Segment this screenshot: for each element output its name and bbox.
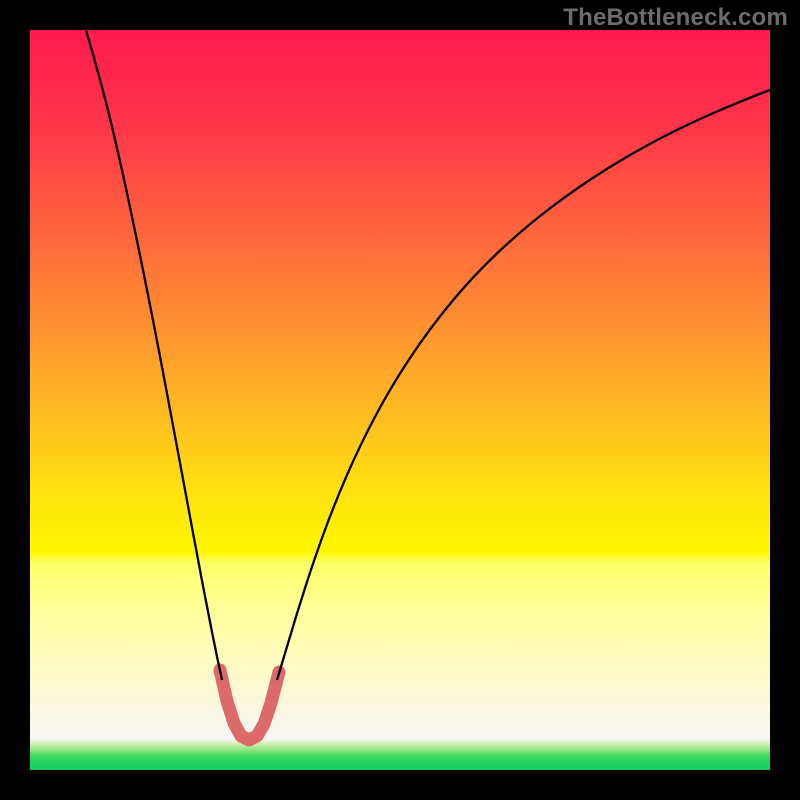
chart-container: TheBottleneck.com [0,0,800,800]
curve-layer [30,30,770,770]
plot-area [30,30,770,770]
bottleneck-u-highlight [220,670,279,740]
curve-right-branch [277,90,770,680]
watermark-text: TheBottleneck.com [563,4,788,32]
curve-left-branch [86,30,222,680]
